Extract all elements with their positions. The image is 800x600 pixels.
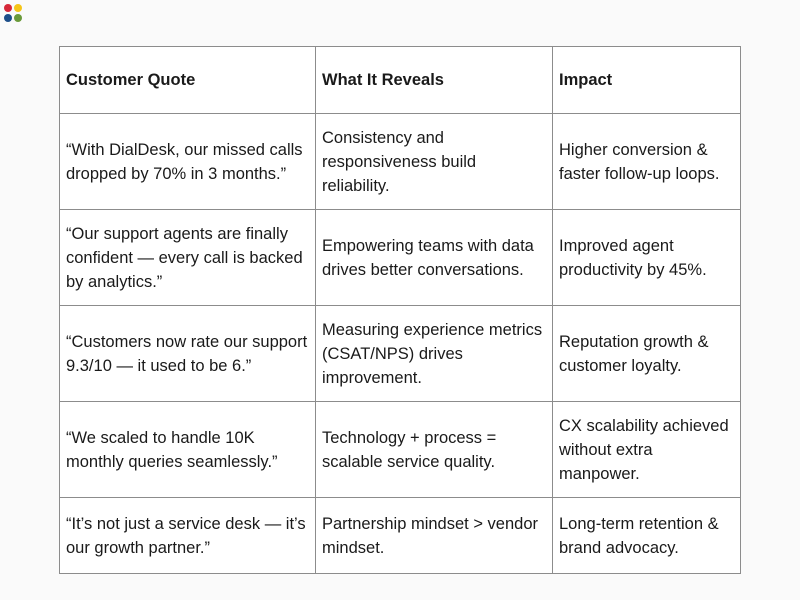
quote-cell: “Our support agents are finally confiden…: [59, 209, 316, 306]
logo-dot-red: [4, 4, 12, 12]
reveals-cell: Technology + process = scalable service …: [315, 401, 553, 498]
reveals-cell: Measuring experience metrics (CSAT/NPS) …: [315, 305, 553, 402]
table-row: “With DialDesk, our missed calls dropped…: [59, 113, 741, 210]
impact-cell: Improved agent productivity by 45%.: [552, 209, 741, 306]
impact-cell: Long-term retention & brand advocacy.: [552, 497, 741, 574]
quote-cell: “It’s not just a service desk — it’s our…: [59, 497, 316, 574]
quote-cell: “Customers now rate our support 9.3/10 —…: [59, 305, 316, 402]
header-customer-quote: Customer Quote: [59, 46, 316, 114]
impact-cell: Higher conversion & faster follow-up loo…: [552, 113, 741, 210]
logo-dot-blue: [4, 14, 12, 22]
impact-cell: Reputation growth & customer loyalty.: [552, 305, 741, 402]
table-header-row: Customer Quote What It Reveals Impact: [59, 46, 741, 114]
reveals-cell: Empowering teams with data drives better…: [315, 209, 553, 306]
logo-dot-green: [14, 14, 22, 22]
logo-dot-yellow: [14, 4, 22, 12]
table-row: “It’s not just a service desk — it’s our…: [59, 497, 741, 574]
header-impact: Impact: [552, 46, 741, 114]
header-what-it-reveals: What It Reveals: [315, 46, 553, 114]
impact-cell: CX scalability achieved without extra ma…: [552, 401, 741, 498]
table-row: “We scaled to handle 10K monthly queries…: [59, 401, 741, 498]
customer-quotes-table: Customer Quote What It Reveals Impact “W…: [59, 46, 741, 574]
quote-cell: “With DialDesk, our missed calls dropped…: [59, 113, 316, 210]
brand-logo-icon: [4, 4, 24, 24]
table-row: “Customers now rate our support 9.3/10 —…: [59, 305, 741, 402]
reveals-cell: Partnership mindset > vendor mindset.: [315, 497, 553, 574]
reveals-cell: Consistency and responsiveness build rel…: [315, 113, 553, 210]
table-row: “Our support agents are finally confiden…: [59, 209, 741, 306]
quote-cell: “We scaled to handle 10K monthly queries…: [59, 401, 316, 498]
